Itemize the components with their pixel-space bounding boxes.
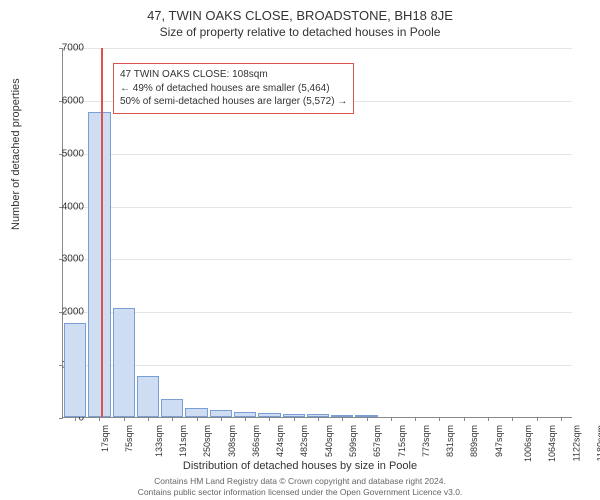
license-line-1: Contains HM Land Registry data © Crown c… bbox=[0, 476, 600, 487]
gridline bbox=[63, 207, 572, 208]
bar bbox=[258, 413, 280, 417]
xtick-mark bbox=[294, 417, 295, 421]
xtick-mark bbox=[318, 417, 319, 421]
bar bbox=[234, 412, 256, 417]
license-line-2: Contains public sector information licen… bbox=[0, 487, 600, 498]
xtick-label: 250sqm bbox=[202, 425, 212, 457]
xtick-mark bbox=[245, 417, 246, 421]
gridline bbox=[63, 154, 572, 155]
bar bbox=[210, 410, 232, 417]
gridline bbox=[63, 48, 572, 49]
xtick-mark bbox=[561, 417, 562, 421]
bar bbox=[185, 408, 207, 418]
xtick-label: 17sqm bbox=[100, 425, 110, 452]
xtick-mark bbox=[148, 417, 149, 421]
annotation-line: 47 TWIN OAKS CLOSE: 108sqm bbox=[120, 68, 347, 82]
bar bbox=[137, 376, 159, 417]
ytick-label: 7000 bbox=[44, 43, 84, 54]
xtick-label: 715sqm bbox=[397, 425, 407, 457]
bar bbox=[113, 308, 135, 417]
y-axis-label: Number of detached properties bbox=[10, 78, 22, 230]
gridline bbox=[63, 259, 572, 260]
ytick-label: 5000 bbox=[44, 148, 84, 159]
xtick-mark bbox=[172, 417, 173, 421]
xtick-label: 1180sqm bbox=[595, 425, 600, 461]
annotation-box: 47 TWIN OAKS CLOSE: 108sqm← 49% of detac… bbox=[113, 63, 354, 114]
xtick-label: 889sqm bbox=[469, 425, 479, 457]
ytick-label: 2000 bbox=[44, 307, 84, 318]
xtick-label: 1122sqm bbox=[571, 425, 581, 461]
xtick-label: 482sqm bbox=[299, 425, 309, 457]
annotation-line: 50% of semi-detached houses are larger (… bbox=[120, 95, 347, 109]
xtick-mark bbox=[537, 417, 538, 421]
bar bbox=[283, 414, 305, 417]
xtick-label: 308sqm bbox=[227, 425, 237, 457]
gridline bbox=[63, 365, 572, 366]
bar bbox=[161, 399, 183, 418]
ytick-label: 4000 bbox=[44, 201, 84, 212]
plot-background: 17sqm75sqm133sqm191sqm250sqm308sqm366sqm… bbox=[62, 48, 572, 418]
xtick-label: 366sqm bbox=[251, 425, 261, 457]
xtick-mark bbox=[439, 417, 440, 421]
bar bbox=[355, 415, 377, 417]
xtick-label: 133sqm bbox=[154, 425, 164, 457]
xtick-label: 424sqm bbox=[275, 425, 285, 457]
xtick-label: 947sqm bbox=[494, 425, 504, 457]
xtick-mark bbox=[221, 417, 222, 421]
chart-container: 47, TWIN OAKS CLOSE, BROADSTONE, BH18 8J… bbox=[0, 0, 600, 500]
plot-area: 17sqm75sqm133sqm191sqm250sqm308sqm366sqm… bbox=[62, 48, 572, 418]
annotation-line: ← 49% of detached houses are smaller (5,… bbox=[120, 82, 347, 96]
bar bbox=[307, 414, 329, 417]
xtick-mark bbox=[269, 417, 270, 421]
bar bbox=[331, 415, 353, 417]
license-text: Contains HM Land Registry data © Crown c… bbox=[0, 476, 600, 497]
xtick-mark bbox=[391, 417, 392, 421]
chart-subtitle: Size of property relative to detached ho… bbox=[0, 25, 600, 39]
title-block: 47, TWIN OAKS CLOSE, BROADSTONE, BH18 8J… bbox=[0, 0, 600, 39]
ytick-label: 6000 bbox=[44, 95, 84, 106]
x-axis-label: Distribution of detached houses by size … bbox=[0, 460, 600, 472]
xtick-label: 831sqm bbox=[445, 425, 455, 457]
xtick-mark bbox=[99, 417, 100, 421]
xtick-label: 773sqm bbox=[421, 425, 431, 457]
bar bbox=[88, 112, 110, 417]
xtick-label: 1064sqm bbox=[547, 425, 557, 462]
xtick-label: 1006sqm bbox=[523, 425, 533, 462]
xtick-mark bbox=[415, 417, 416, 421]
xtick-mark bbox=[512, 417, 513, 421]
chart-title: 47, TWIN OAKS CLOSE, BROADSTONE, BH18 8J… bbox=[0, 8, 600, 23]
xtick-mark bbox=[197, 417, 198, 421]
bar bbox=[64, 323, 86, 417]
xtick-label: 191sqm bbox=[178, 425, 188, 457]
xtick-label: 75sqm bbox=[124, 425, 134, 452]
xtick-mark bbox=[488, 417, 489, 421]
xtick-mark bbox=[464, 417, 465, 421]
xtick-mark bbox=[124, 417, 125, 421]
xtick-label: 657sqm bbox=[372, 425, 382, 457]
xtick-mark bbox=[367, 417, 368, 421]
xtick-mark bbox=[342, 417, 343, 421]
gridline bbox=[63, 312, 572, 313]
marker-line bbox=[101, 48, 103, 417]
ytick-label: 3000 bbox=[44, 254, 84, 265]
xtick-label: 540sqm bbox=[324, 425, 334, 457]
xtick-label: 599sqm bbox=[348, 425, 358, 457]
